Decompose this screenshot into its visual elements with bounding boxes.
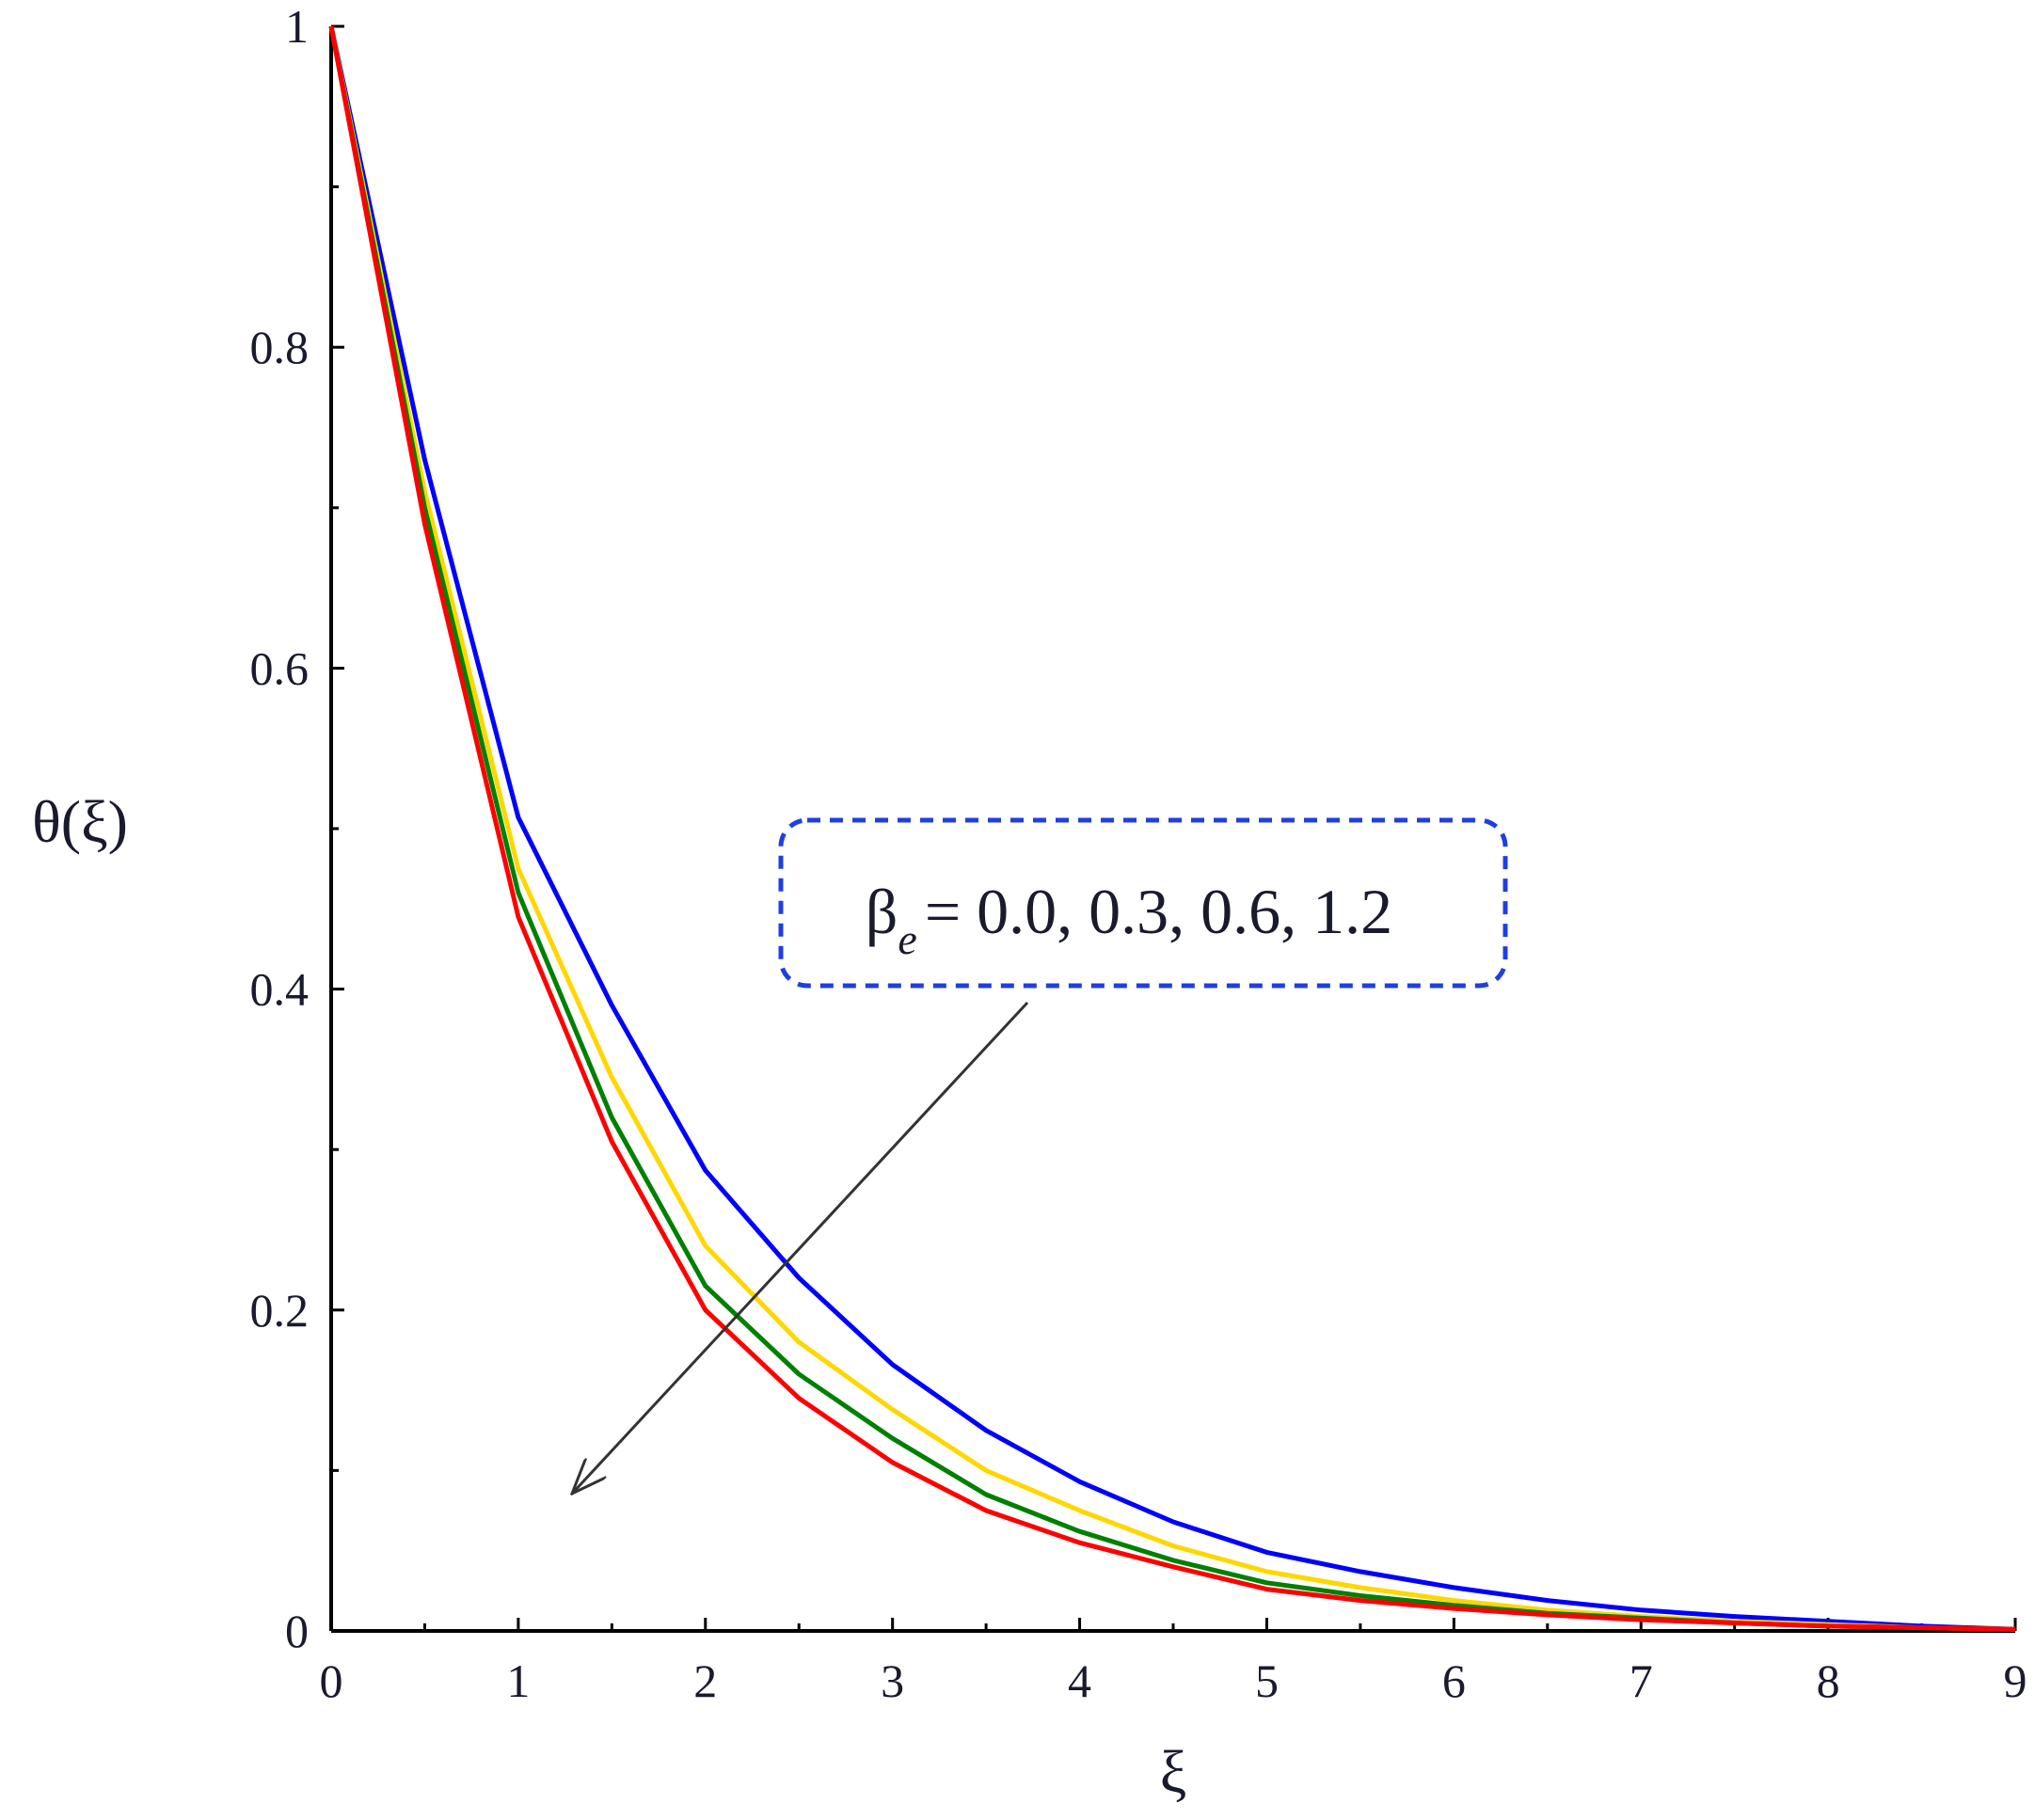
y-axis-label: θ(ξ)	[32, 788, 128, 855]
y-tick-label: 1	[285, 0, 309, 53]
series-line	[328, 25, 2016, 1632]
annotation-text: = 0.0, 0.3, 0.6, 1.2	[925, 876, 1392, 947]
x-tick-label: 7	[1630, 1654, 1653, 1707]
annotation-box	[778, 817, 1508, 989]
series-line	[328, 25, 2016, 1632]
x-axis-label: ξ	[1160, 1738, 1187, 1805]
annotation-arrow	[572, 1001, 1029, 1494]
y-tick-label: 0.8	[250, 321, 310, 373]
annotation-subscript: e	[898, 915, 916, 963]
y-tick-label: 0.2	[250, 1284, 310, 1337]
plot-area: 0 0.2 0.4 0.6 0.8 1 0 1 2 3 4 5 6 7 8 9	[250, 0, 2027, 1707]
y-tick-label: 0.4	[250, 963, 310, 1016]
x-tick-label: 1	[506, 1654, 530, 1707]
annotation: βe = 0.0, 0.3, 0.6, 1.2	[866, 876, 1392, 963]
y-tick-label: 0.6	[250, 641, 310, 694]
series-line	[328, 25, 2016, 1632]
x-tick-label: 6	[1442, 1654, 1466, 1707]
x-tick-label: 3	[881, 1654, 904, 1707]
x-tick-label: 5	[1255, 1654, 1279, 1707]
x-tick-label: 0	[320, 1654, 343, 1707]
x-tick-label: 8	[1817, 1654, 1840, 1707]
annotation-symbol: β	[866, 876, 898, 947]
y-tick-label: 0	[285, 1605, 309, 1657]
x-tick-label: 2	[693, 1654, 717, 1707]
x-tick-label: 4	[1068, 1654, 1091, 1707]
x-tick-label: 9	[2004, 1654, 2027, 1707]
series-line	[328, 25, 2016, 1632]
